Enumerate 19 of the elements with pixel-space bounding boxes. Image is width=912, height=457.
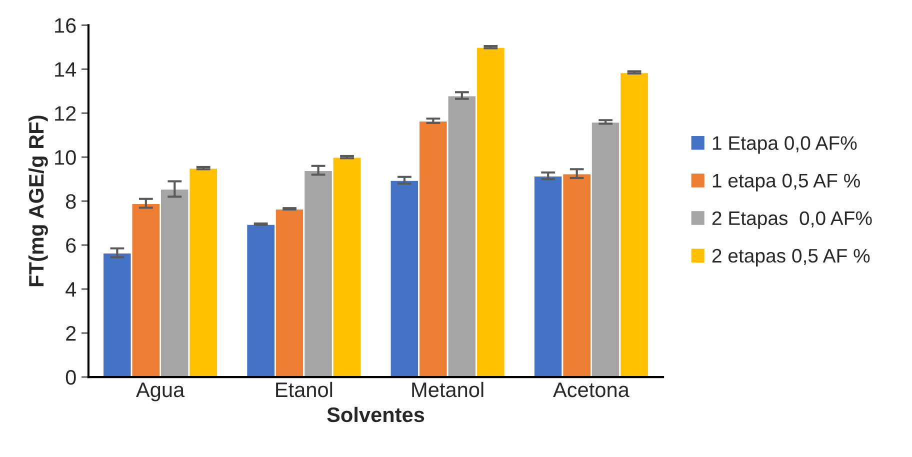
x-tick-label: Agua: [136, 382, 185, 402]
y-tick-label: 8: [66, 194, 76, 209]
x-axis-title: Solventes: [327, 406, 424, 422]
x-tick-label: Etanol: [276, 382, 332, 398]
y-tick-label: 4: [66, 282, 76, 297]
x-tick-label: Acetona: [553, 382, 630, 398]
legend-label: 2 etapas 0,5 AF %: [712, 248, 870, 266]
y-axis-title: FT(mg AGE/g RF): [28, 116, 48, 286]
legend-label: 2 Etapas 0,0 AF%: [712, 211, 872, 229]
y-tick-label: 2: [66, 326, 76, 341]
y-tick-label: 10: [55, 150, 76, 165]
y-tick-label: 12: [55, 106, 76, 121]
legend-label: 1 etapa 0,5 AF %: [712, 174, 860, 192]
y-tick-label: 0: [66, 370, 76, 385]
y-tick-label: 16: [55, 18, 76, 33]
x-tick-label: Metanol: [412, 382, 484, 398]
legend-label: 1 Etapa 0,0 AF%: [712, 136, 857, 154]
y-tick-label: 14: [55, 62, 76, 77]
y-tick-label: 6: [66, 238, 76, 253]
